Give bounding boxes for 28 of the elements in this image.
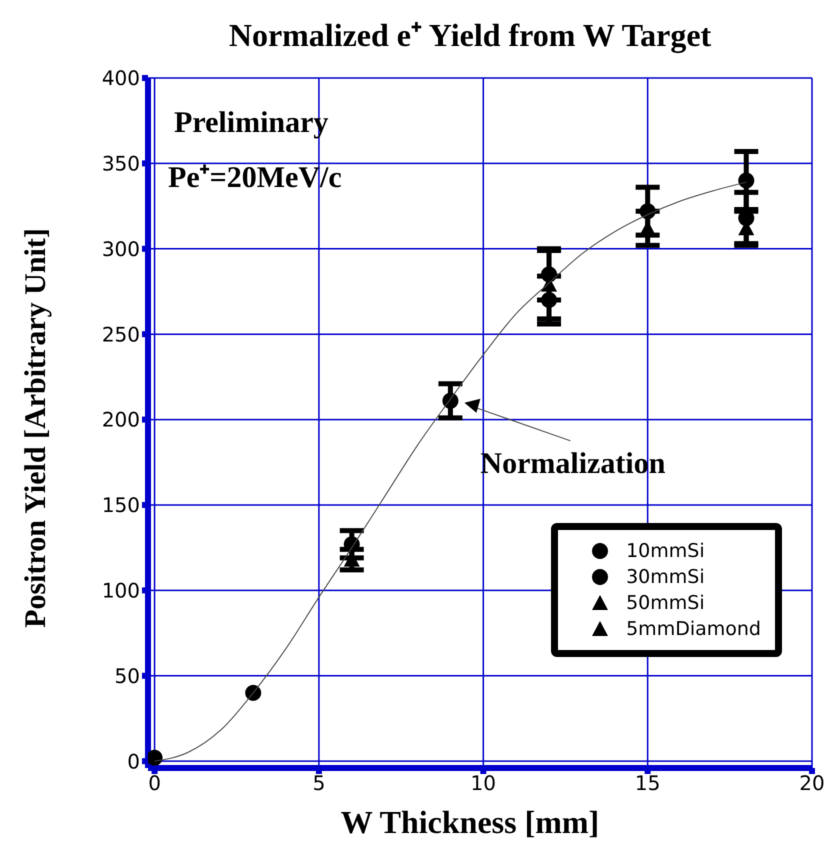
y-axis-title: Positron Yield [Arbitrary Unit] (19, 228, 53, 628)
point (541, 292, 558, 308)
x-tick-label: 15 (634, 771, 660, 796)
point (640, 203, 656, 220)
point (442, 392, 458, 409)
x-tick-label: 20 (799, 771, 825, 796)
point (148, 750, 163, 766)
point (738, 172, 754, 188)
x-tick-label: 10 (470, 771, 496, 796)
legend-label: 10mmSi (626, 540, 705, 562)
x-tick-label: 5 (312, 771, 326, 796)
point (245, 684, 262, 701)
y-tick-label: 350 (102, 151, 140, 176)
y-tick-label: 100 (102, 578, 140, 602)
legend-label: 30mmSi (626, 566, 705, 588)
y-tick-label: 150 (102, 493, 140, 518)
legend-label: 5mmDiamond (626, 618, 761, 640)
chart-title: Normalized e⁺ Yield from W Target (228, 16, 712, 55)
y-tick-label: 400 (102, 66, 140, 90)
y-tick-label: 300 (102, 236, 140, 261)
y-tick-label: 250 (102, 322, 140, 346)
y-tick-label: 50 (114, 664, 140, 688)
x-axis-title: W Thickness [mm] (340, 804, 600, 841)
y-tick-label: 0 (127, 749, 140, 774)
legend-label: 50mmSi (626, 592, 705, 614)
x-tick-label: 0 (148, 771, 161, 796)
point (344, 536, 360, 552)
y-tick-label: 200 (102, 408, 140, 432)
